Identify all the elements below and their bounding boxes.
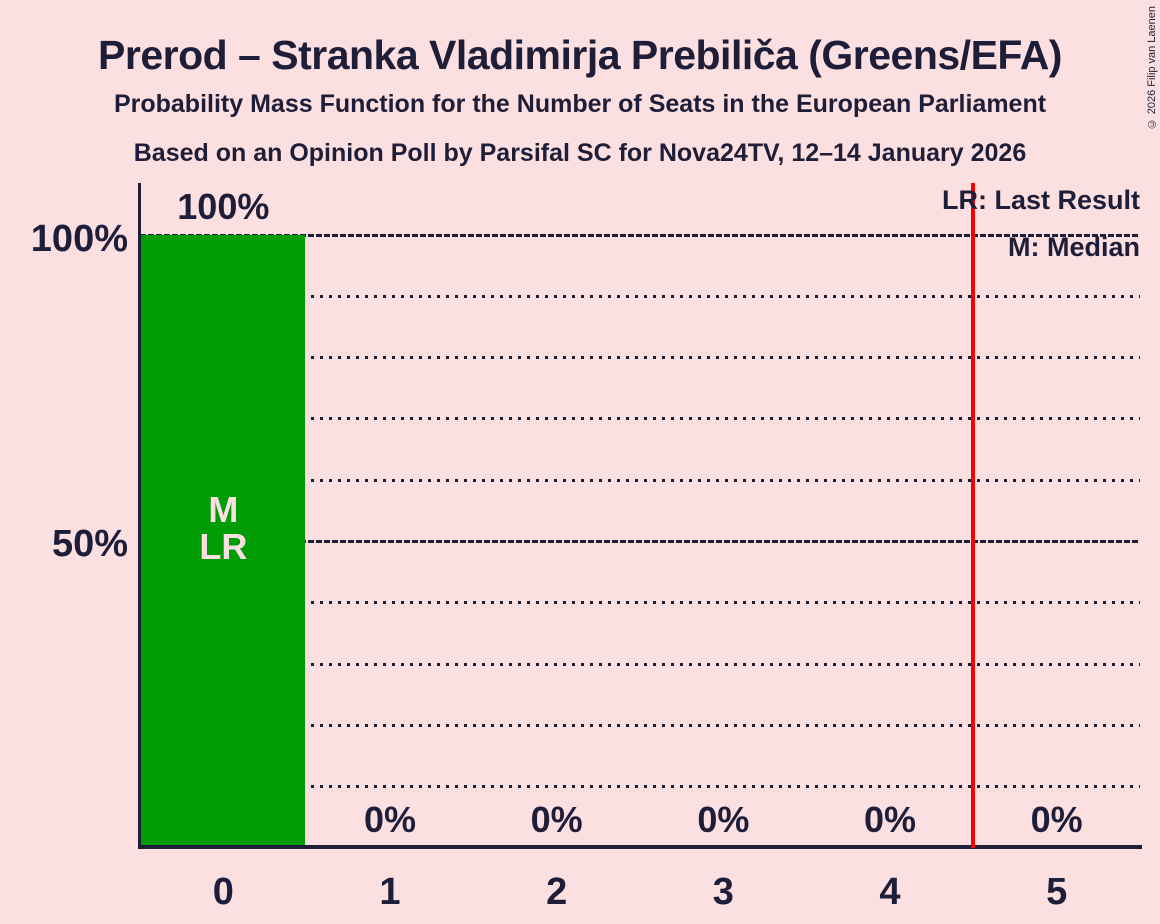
gridline-50pct	[140, 540, 1140, 543]
gridline-40pct	[140, 601, 1140, 605]
chart-subtitle: Probability Mass Function for the Number…	[113, 90, 1047, 118]
last-result-threshold-line	[971, 183, 976, 848]
legend-median: M: Median	[1008, 232, 1140, 262]
gridline-100pct	[140, 233, 1140, 237]
bar-value-label-5: 0%	[1030, 799, 1083, 840]
legend-last-result: LR: Last Result	[941, 185, 1140, 215]
bar-seat-0	[141, 235, 306, 848]
bar-value-label-3: 0%	[697, 799, 750, 840]
median-last-result-annotation: M LR	[199, 489, 248, 567]
x-tick-label-2: 2	[546, 871, 568, 913]
x-tick-label-5: 5	[1046, 871, 1068, 913]
gridline-90pct	[140, 294, 1140, 298]
x-axis-line	[138, 845, 1142, 849]
bar-value-label-0: 100%	[177, 186, 270, 227]
x-tick-label-4: 4	[879, 871, 901, 913]
bar-value-label-4: 0%	[863, 799, 917, 840]
bar-value-label-2: 0%	[530, 799, 583, 840]
gridline-30pct	[140, 662, 1140, 666]
gridline-10pct	[140, 785, 1140, 789]
chart-source-line: Based on an Opinion Poll by Parsifal SC …	[133, 139, 1027, 167]
chart-title: Prerod – Stranka Vladimirja Prebiliča (G…	[98, 32, 1062, 78]
x-tick-label-3: 3	[712, 871, 734, 913]
y-axis-line	[138, 183, 141, 848]
gridline-60pct	[140, 478, 1140, 482]
copyright-notice: © 2026 Filip van Laenen	[1146, 6, 1158, 130]
x-tick-label-1: 1	[379, 871, 401, 913]
gridline-70pct	[140, 417, 1140, 421]
x-tick-label-0: 0	[212, 871, 234, 913]
gridline-20pct	[140, 723, 1140, 727]
gridline-80pct	[140, 356, 1140, 360]
bar-value-label-1: 0%	[363, 799, 417, 840]
plot-area: 100% 0 0% 1 0% 2 0% 3 0% 4 0% 5 M LR	[138, 183, 1142, 913]
y-axis-label-50: 50%	[51, 523, 128, 565]
y-axis-label-100: 100%	[30, 218, 128, 260]
